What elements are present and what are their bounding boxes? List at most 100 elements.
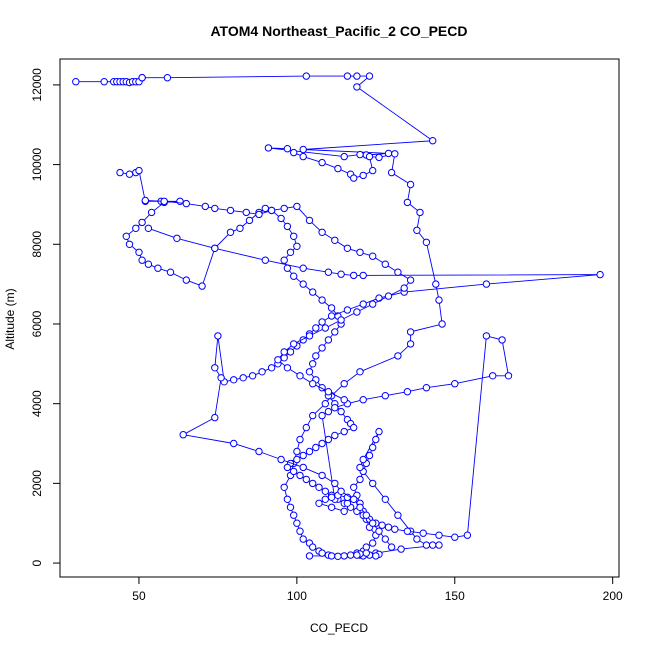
data-point: [318, 318, 326, 326]
data-point: [283, 222, 292, 231]
data-point: [375, 294, 383, 302]
data-point: [356, 475, 364, 484]
data-point: [321, 400, 329, 408]
data-point: [255, 210, 263, 219]
data-point: [350, 423, 358, 432]
data-point: [211, 413, 219, 422]
data-point: [318, 158, 326, 167]
data-point: [312, 324, 320, 332]
data-point: [290, 148, 298, 157]
plot-frame: [59, 58, 620, 578]
data-point: [230, 376, 238, 384]
data-point: [394, 511, 402, 519]
data-point: [324, 336, 333, 344]
data-point: [340, 380, 348, 388]
data-point: [305, 332, 314, 340]
x-tick-label: 200: [603, 589, 623, 603]
data-point: [290, 511, 298, 519]
data-point: [236, 224, 244, 233]
data-point: [299, 463, 307, 472]
data-point: [309, 288, 317, 296]
y-tick-label: 8000: [30, 231, 44, 258]
data-point: [381, 260, 389, 268]
data-point: [340, 396, 348, 404]
data-point: [369, 519, 377, 527]
data-point: [318, 296, 326, 304]
data-point: [365, 451, 374, 460]
data-point: [267, 364, 276, 372]
data-point: [435, 296, 443, 304]
data-point: [299, 145, 307, 154]
data-point: [214, 332, 222, 340]
data-point: [321, 324, 329, 332]
data-point: [372, 435, 380, 444]
data-point: [324, 435, 333, 444]
data-point: [327, 304, 336, 312]
data-point: [387, 168, 396, 177]
data-point: [350, 495, 358, 503]
data-point: [324, 407, 333, 416]
data-point: [163, 74, 172, 82]
y-tick-label: 12000: [30, 68, 44, 102]
x-axis-label: CO_PECD: [310, 621, 368, 635]
data-point: [182, 199, 191, 208]
data-point: [451, 533, 459, 541]
y-tick-label: 2000: [30, 470, 44, 497]
data-point: [312, 443, 320, 452]
data-point: [356, 150, 364, 159]
data-point: [369, 539, 377, 547]
data-point: [277, 455, 285, 464]
data-point: [340, 507, 348, 515]
data-point: [283, 145, 292, 153]
data-point: [365, 72, 374, 80]
data-point: [406, 328, 415, 336]
data-point: [337, 407, 345, 416]
data-point: [293, 202, 301, 211]
data-point: [280, 204, 288, 213]
data-point: [353, 83, 361, 91]
data-point: [394, 352, 402, 360]
data-point: [239, 374, 247, 382]
data-point: [173, 234, 181, 243]
data-point: [211, 204, 219, 213]
data-point: [125, 240, 134, 249]
data-point: [144, 224, 153, 233]
data-point: [290, 467, 298, 476]
data-point: [318, 344, 326, 352]
data-point: [280, 256, 288, 264]
data-point: [302, 72, 310, 80]
data-point: [375, 527, 383, 535]
data-point: [309, 543, 317, 551]
data-point: [359, 271, 367, 280]
data-point: [337, 270, 345, 278]
data-point: [264, 144, 273, 152]
data-point: [226, 206, 235, 215]
data-point: [419, 529, 427, 537]
data-point: [138, 74, 146, 82]
data-point: [394, 268, 402, 276]
data-point: [309, 360, 317, 368]
data-point: [350, 271, 358, 280]
data-point: [100, 78, 108, 86]
data-point: [302, 423, 310, 432]
data-point: [135, 248, 143, 257]
data-point: [413, 535, 421, 543]
data-point: [384, 292, 393, 300]
data-point: [381, 495, 389, 503]
data-point: [198, 282, 206, 290]
data-point: [331, 431, 339, 440]
data-point: [277, 214, 285, 223]
data-point: [422, 541, 431, 549]
data-point: [387, 543, 396, 551]
series-4: [141, 196, 415, 404]
data-point: [384, 523, 393, 531]
data-point: [359, 396, 367, 404]
data-point: [403, 527, 412, 535]
data-point: [283, 495, 292, 503]
data-point: [296, 372, 304, 380]
data-point: [211, 364, 219, 372]
y-axis-label: Altitude (m): [3, 288, 17, 349]
data-point: [340, 152, 348, 161]
data-point: [378, 521, 386, 529]
